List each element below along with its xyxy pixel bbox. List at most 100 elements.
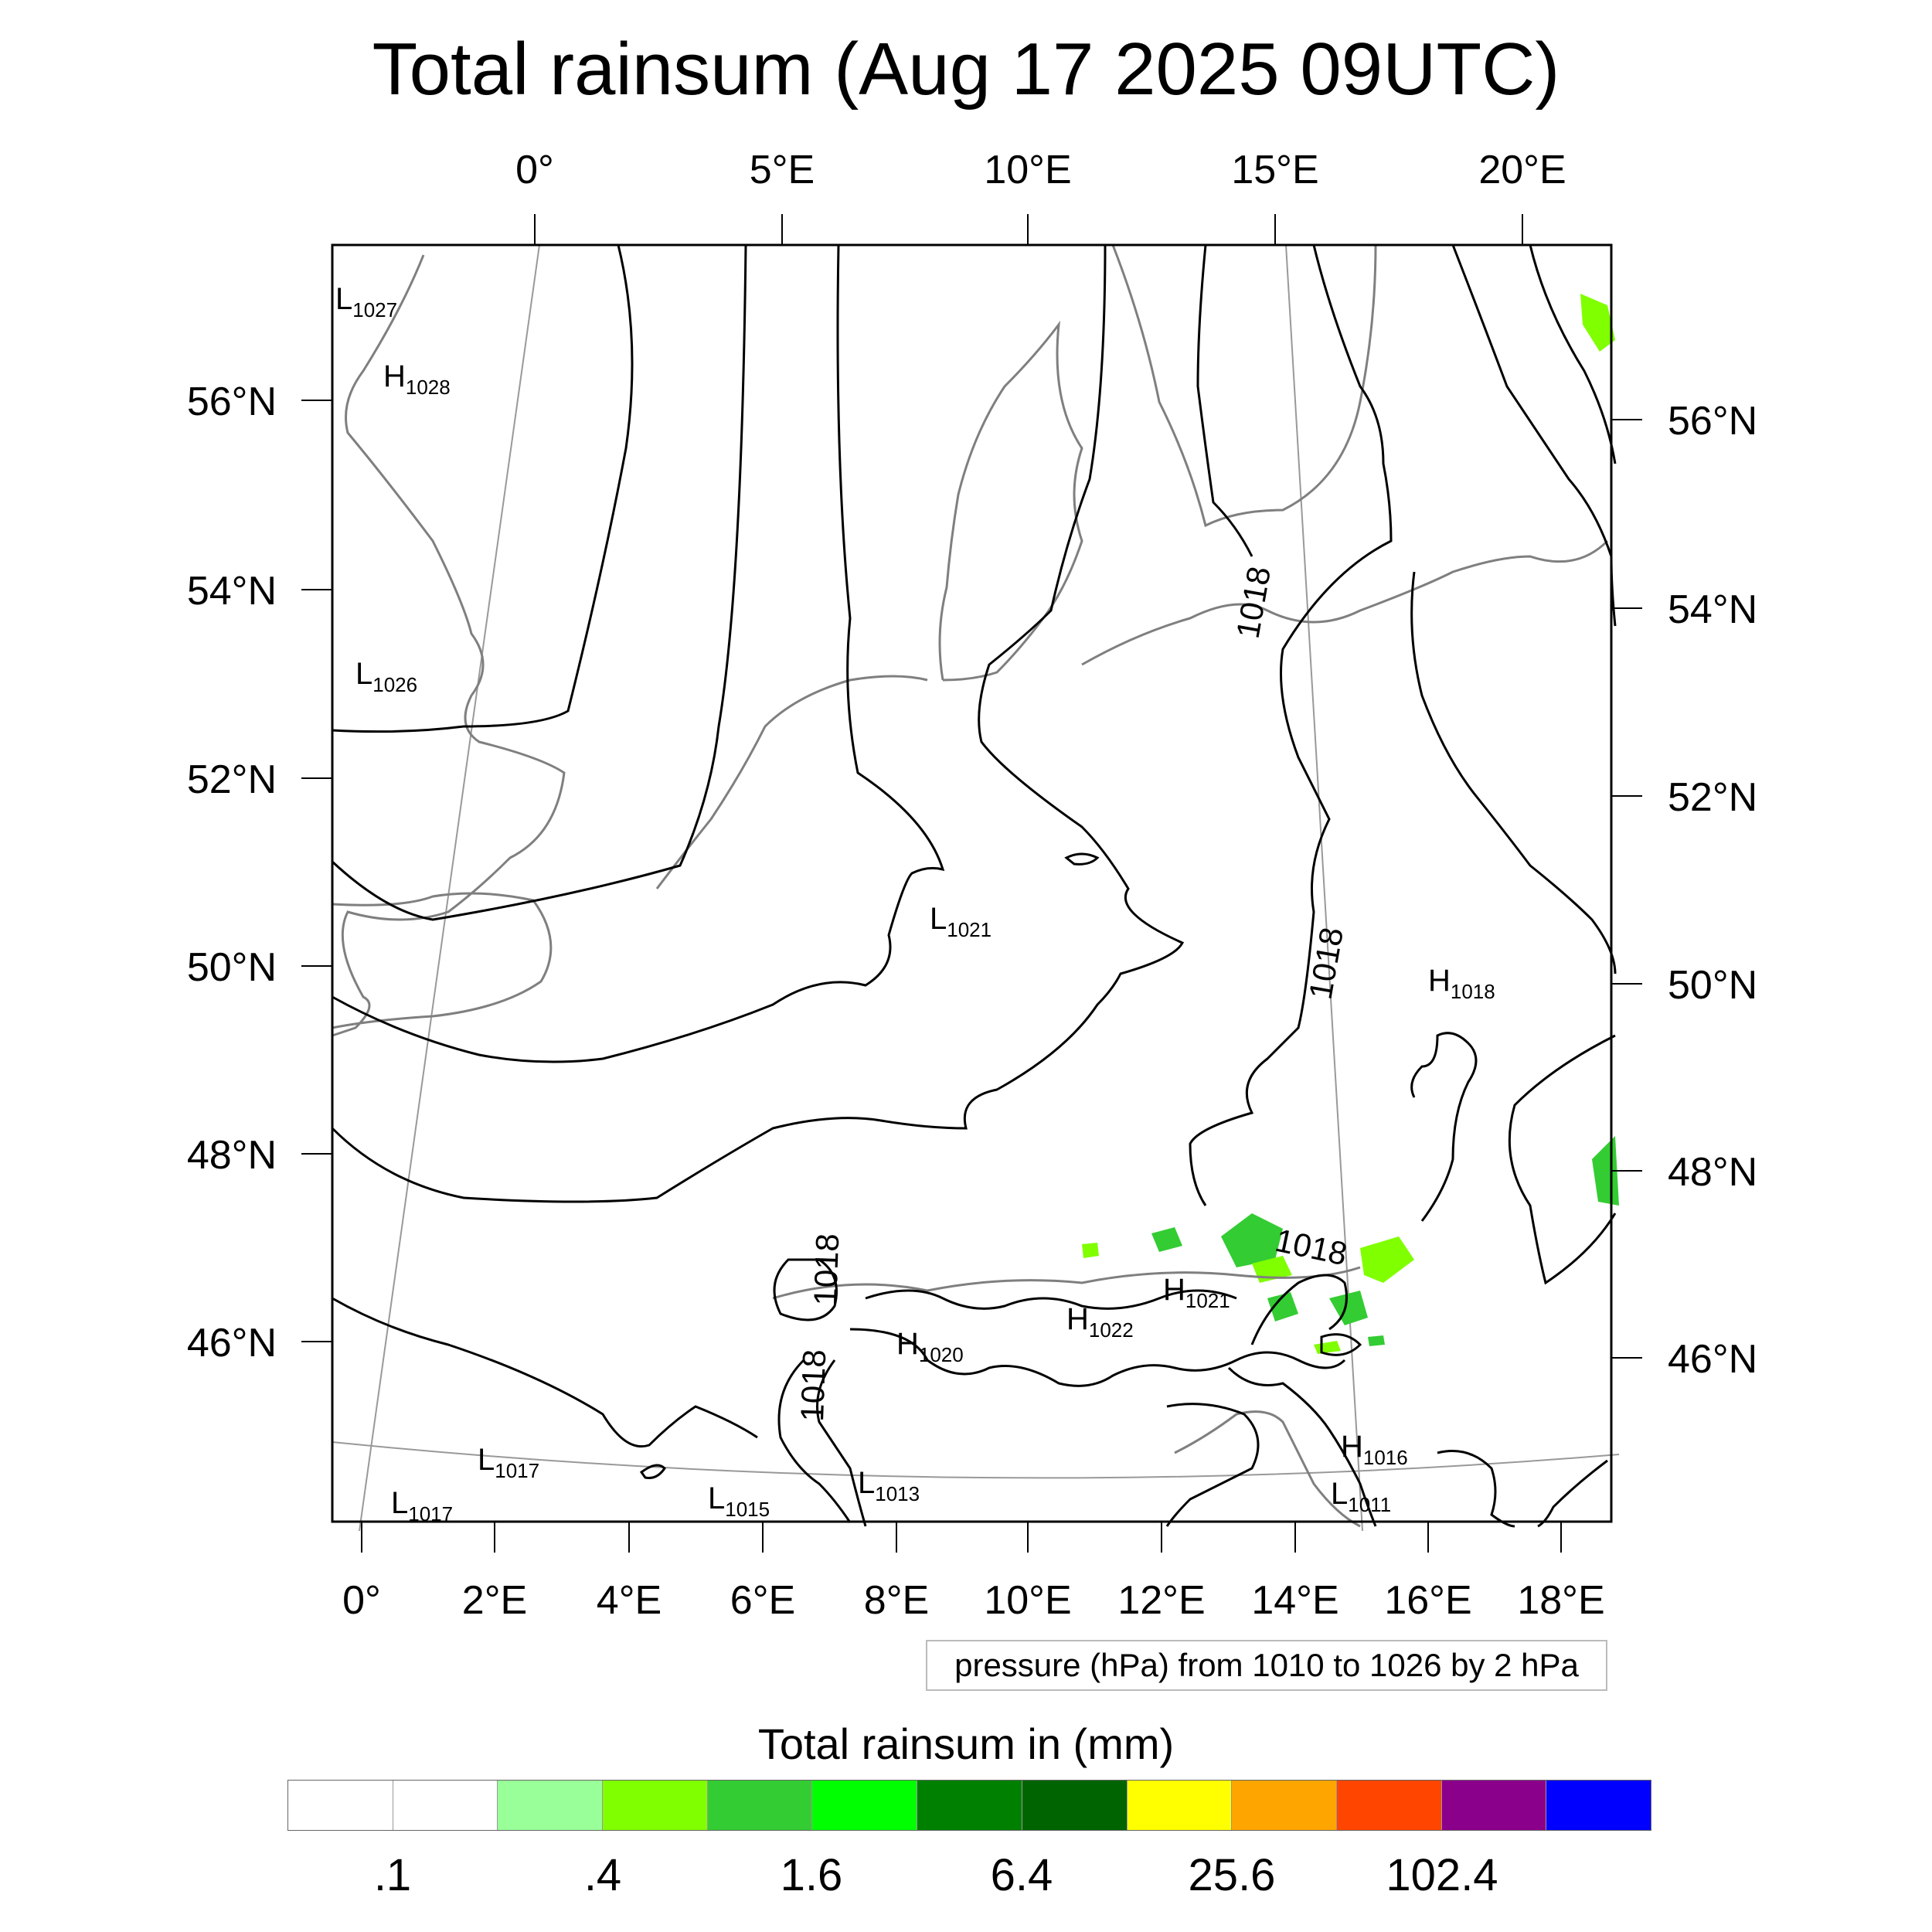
- parallel-45n: [332, 1441, 1620, 1479]
- colorbar-tick-label: 6.4: [990, 1850, 1053, 1900]
- right-lat-labels: 56°N 54°N 52°N 50°N 48°N 46°N: [1668, 399, 1757, 1382]
- right-lat-label: 48°N: [1668, 1150, 1757, 1195]
- right-lat-label: 56°N: [1668, 399, 1757, 444]
- colorbar-swatch: [1232, 1781, 1337, 1830]
- graticule: [332, 244, 1620, 1532]
- colorbar-tick-label: .4: [583, 1850, 622, 1900]
- left-lat-label: 54°N: [187, 569, 277, 614]
- isobar: [1250, 1274, 1348, 1345]
- pressure-center-label: L1021: [930, 902, 992, 941]
- isobar: [1529, 244, 1617, 464]
- isobar: [1196, 244, 1253, 557]
- left-lat-label: 50°N: [187, 945, 277, 990]
- colorbar-swatch: [917, 1781, 1022, 1830]
- rain-patch: [1151, 1227, 1182, 1252]
- coastline-britain: [332, 254, 566, 1037]
- isobar: [1508, 1034, 1617, 1285]
- left-lat-label: 46°N: [187, 1321, 277, 1366]
- isobar: [331, 244, 1185, 1203]
- coastline-france-channel: [332, 892, 553, 1029]
- coastline-denmark: [938, 320, 1083, 682]
- pressure-centers: L1027 H1028 L1026 L1021 H1018 H1021 H102…: [335, 282, 1495, 1526]
- colorbar-swatch: [603, 1781, 708, 1830]
- contour-labels: 1018 1018 1018 1018 1018: [794, 563, 1350, 1422]
- bottom-lon-label: 0°: [342, 1578, 381, 1623]
- pressure-center-label: H1021: [1163, 1273, 1230, 1312]
- rain-patch: [1580, 294, 1615, 352]
- isobar: [1165, 1403, 1260, 1527]
- pressure-center-label: H1016: [1341, 1430, 1408, 1469]
- right-lat-label: 46°N: [1668, 1337, 1757, 1382]
- rain-patch: [1329, 1291, 1368, 1325]
- rain-patch: [1360, 1236, 1414, 1283]
- pressure-center-label: L1013: [858, 1466, 920, 1505]
- rain-patch: [1368, 1335, 1385, 1346]
- contour-label: 1018: [1230, 563, 1278, 641]
- isobar: [1227, 1366, 1377, 1527]
- top-lon-label: 0°: [515, 148, 554, 192]
- coastline-sweden: [1111, 244, 1377, 528]
- isobar: [1437, 1450, 1515, 1528]
- colorbar-tick-label: 102.4: [1386, 1850, 1498, 1900]
- top-lon-label: 10°E: [984, 148, 1071, 192]
- rain-patch: [1082, 1243, 1099, 1258]
- coastline-benelux: [655, 675, 928, 889]
- meridian-0: [359, 244, 540, 1532]
- colorbar-swatch: [1022, 1781, 1128, 1830]
- colorbar-swatch: [1127, 1781, 1233, 1830]
- top-lon-labels: 0° 5°E 10°E 15°E 20°E: [515, 148, 1566, 192]
- isobar: [1410, 571, 1617, 975]
- isobar: [773, 1258, 838, 1321]
- left-lat-label: 52°N: [187, 757, 277, 802]
- isobar: [331, 244, 747, 921]
- colorbar-swatch: [707, 1781, 813, 1830]
- isobar: [1537, 1459, 1608, 1528]
- pressure-center-label: H1028: [383, 359, 451, 399]
- colorbar: [287, 1780, 1651, 1831]
- chart-title: Total rainsum (Aug 17 2025 09UTC): [372, 28, 1560, 111]
- right-lat-label: 52°N: [1668, 775, 1757, 820]
- bottom-lon-label: 6°E: [730, 1578, 795, 1623]
- colorbar-swatch: [812, 1781, 918, 1830]
- bottom-lon-label: 10°E: [984, 1578, 1071, 1623]
- pressure-center-label: H1022: [1066, 1302, 1134, 1342]
- isobar: [865, 1289, 1237, 1310]
- isobar: [1320, 1333, 1362, 1356]
- colorbar-title: Total rainsum in (mm): [757, 1719, 1175, 1768]
- bottom-lon-label: 2°E: [462, 1578, 527, 1623]
- isobar: [1064, 852, 1100, 866]
- colorbar-swatch: [1336, 1781, 1442, 1830]
- isobar: [639, 1464, 666, 1479]
- colorbar-tick-label: 1.6: [780, 1850, 843, 1900]
- right-lat-label: 50°N: [1668, 963, 1757, 1008]
- isobar: [1410, 1032, 1478, 1222]
- pressure-center-label: L1015: [708, 1481, 770, 1521]
- top-lon-label: 20°E: [1478, 148, 1566, 192]
- top-lon-label: 15°E: [1231, 148, 1318, 192]
- coastlines: [332, 244, 1609, 1528]
- contour-label: 1018: [807, 1233, 845, 1306]
- isobar: [849, 1328, 1346, 1387]
- rain-patch: [1221, 1213, 1283, 1267]
- coastline-adriatic: [1174, 1410, 1361, 1528]
- pressure-center-label: L1026: [355, 657, 417, 696]
- bottom-lon-labels: 0° 2°E 4°E 6°E 8°E 10°E 12°E 14°E 16°E 1…: [342, 1578, 1605, 1623]
- contour-label: 1018: [1302, 924, 1351, 1002]
- rain-shading: [1082, 294, 1619, 1354]
- isobar: [816, 1359, 867, 1527]
- axis-ticks: [301, 214, 1642, 1553]
- pressure-center-label: L1011: [1331, 1477, 1391, 1516]
- isobar: [777, 1359, 852, 1523]
- bottom-lon-label: 14°E: [1251, 1578, 1338, 1623]
- map-frame: [331, 243, 1613, 1523]
- bottom-lon-label: 8°E: [864, 1578, 929, 1623]
- isobars: [331, 244, 1617, 1528]
- rain-patch: [1267, 1292, 1298, 1321]
- isobar: [332, 244, 634, 733]
- colorbar-swatch: [498, 1781, 604, 1830]
- colorbar-swatch: [288, 1781, 393, 1830]
- pressure-center-label: L1027: [335, 282, 397, 321]
- isobar: [332, 244, 945, 1063]
- pressure-center-label: H1020: [896, 1327, 964, 1366]
